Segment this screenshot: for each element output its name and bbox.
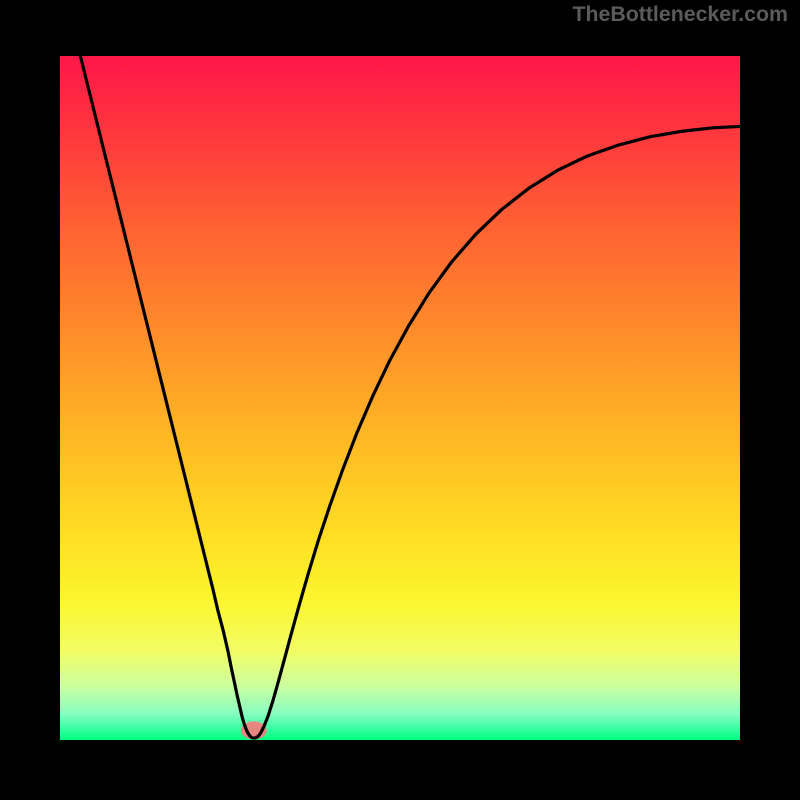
chart-container: TheBottlenecker.com: [0, 0, 800, 800]
gradient-background: [60, 56, 740, 740]
attribution-text: TheBottlenecker.com: [572, 2, 788, 27]
bottleneck-chart: [0, 0, 800, 800]
plot-area: [45, 41, 755, 755]
